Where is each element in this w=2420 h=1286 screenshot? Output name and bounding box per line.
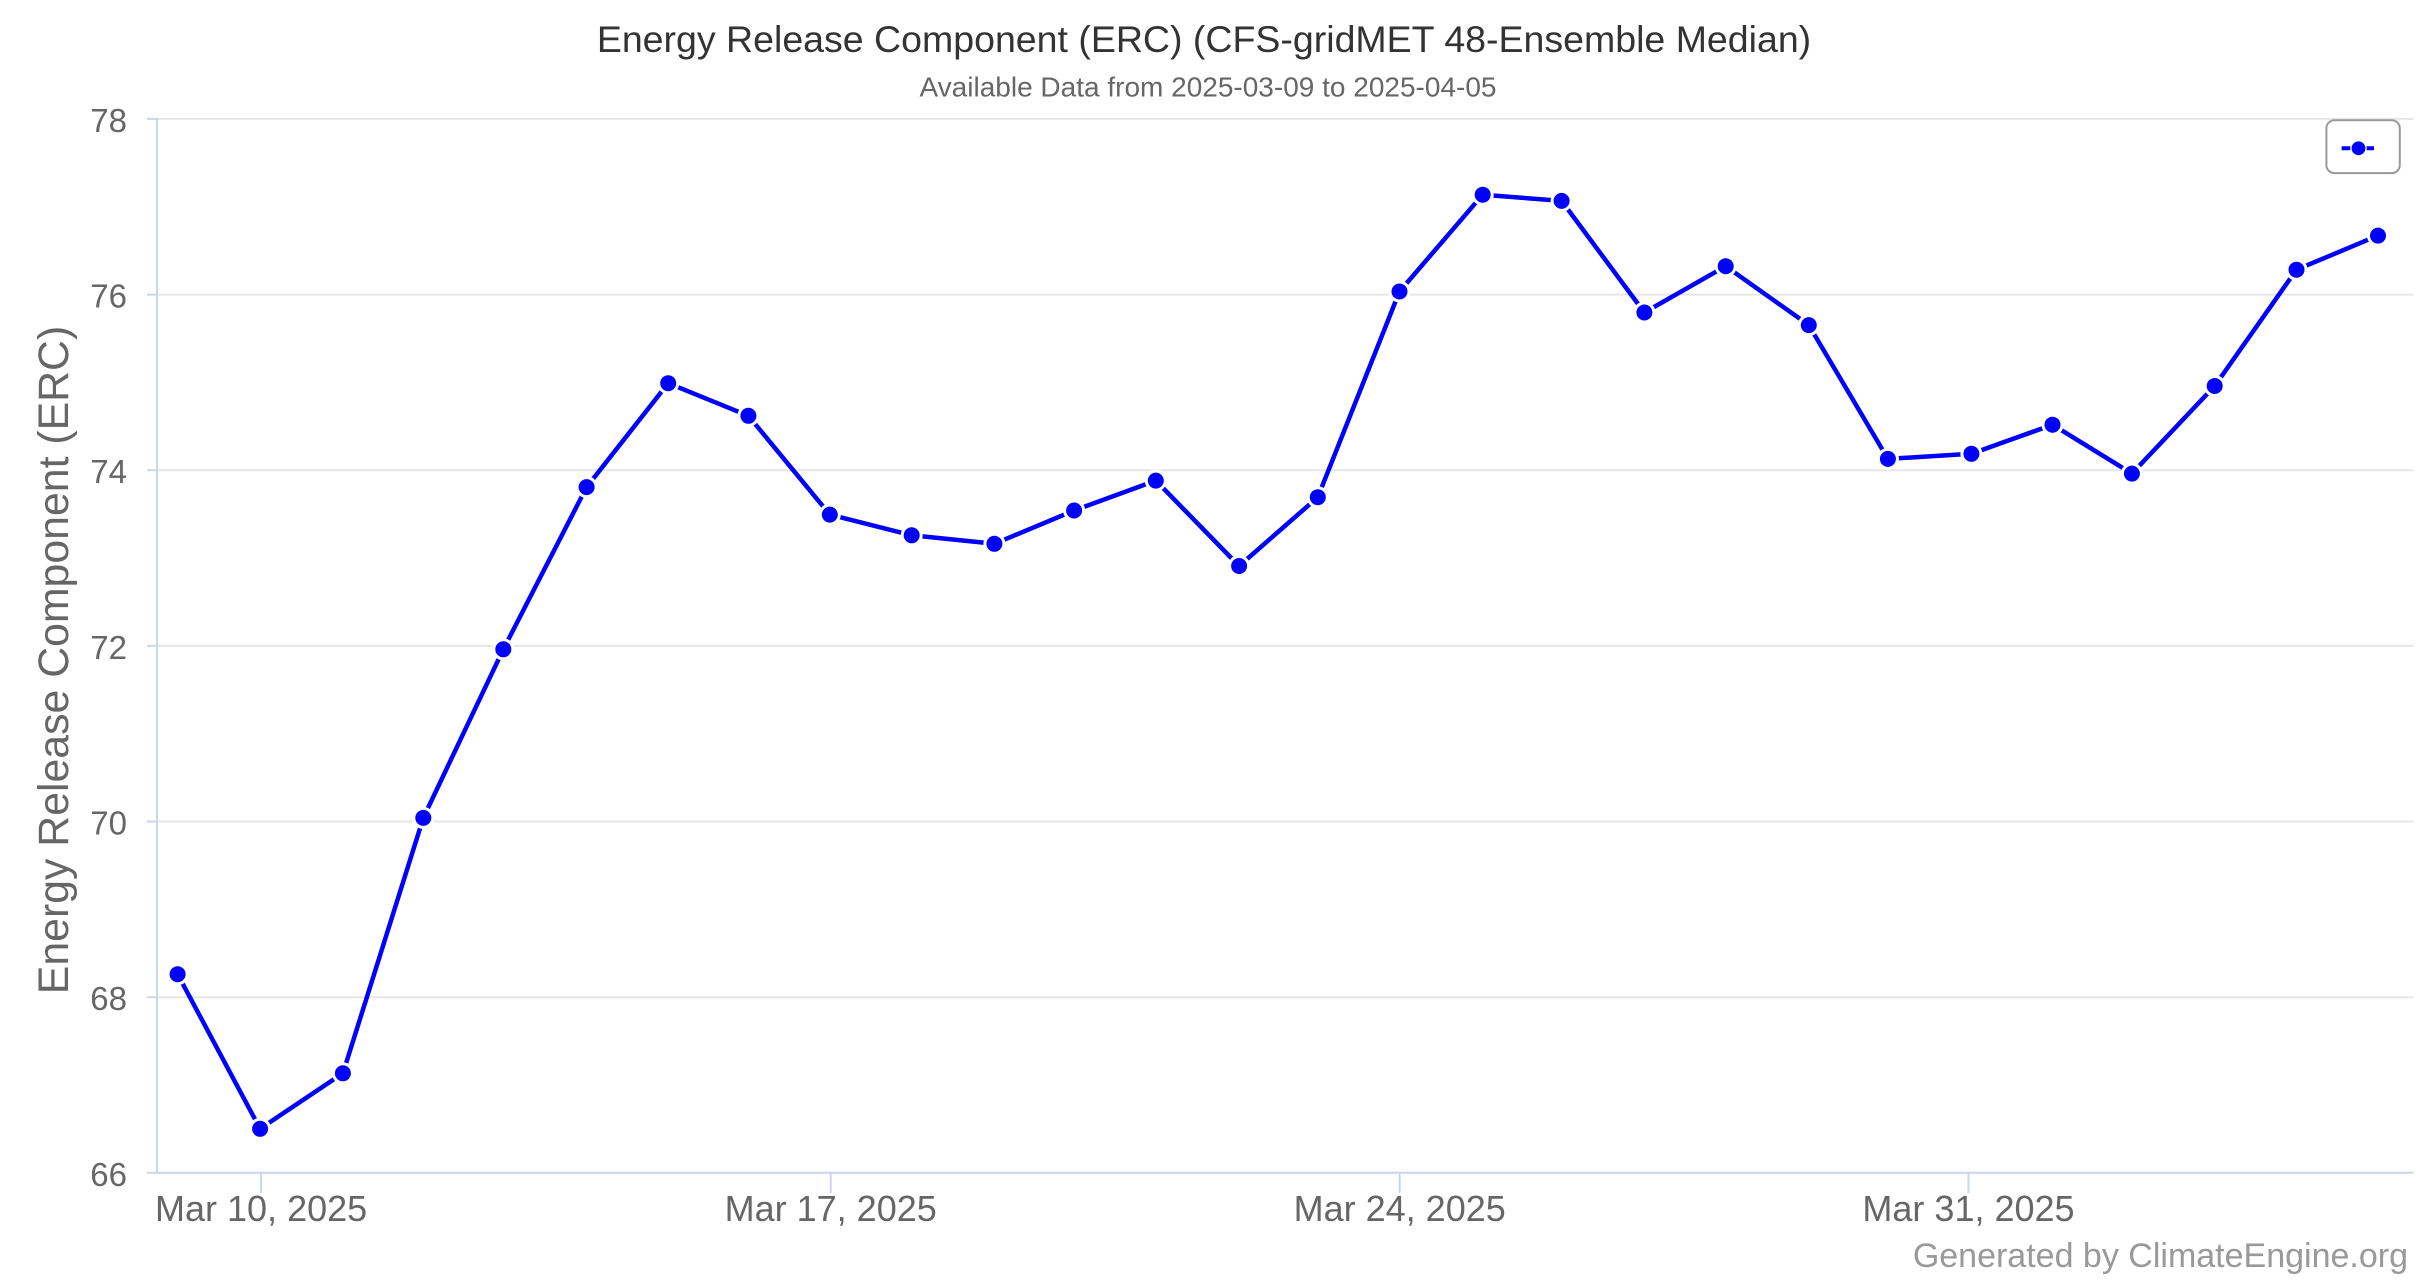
- svg-text:78: 78: [90, 102, 127, 139]
- svg-text:72: 72: [90, 629, 127, 666]
- svg-text:Mar 10, 2025: Mar 10, 2025: [155, 1188, 367, 1229]
- svg-text:Mar 17, 2025: Mar 17, 2025: [725, 1188, 937, 1229]
- svg-text:Mar 24, 2025: Mar 24, 2025: [1294, 1188, 1506, 1229]
- svg-text:74: 74: [90, 453, 127, 490]
- svg-text:76: 76: [90, 278, 127, 315]
- svg-text:70: 70: [90, 805, 127, 842]
- svg-text:66: 66: [90, 1156, 127, 1193]
- svg-text:Generated by ClimateEngine.org: Generated by ClimateEngine.org: [1913, 1237, 2408, 1275]
- svg-text:Available Data from 2025-03-09: Available Data from 2025-03-09 to 2025-0…: [920, 72, 1497, 103]
- svg-text:68: 68: [90, 980, 127, 1017]
- svg-text:Energy Release Component (ERC): Energy Release Component (ERC): [30, 326, 78, 994]
- svg-text:Energy Release Component (ERC): Energy Release Component (ERC) (CFS-grid…: [597, 18, 1811, 60]
- svg-text:Mar 31, 2025: Mar 31, 2025: [1862, 1188, 2074, 1229]
